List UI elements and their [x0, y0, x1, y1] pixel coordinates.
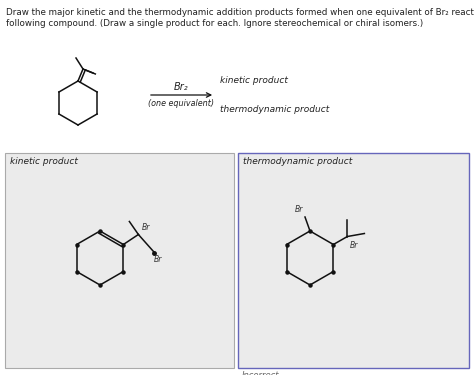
Bar — [5, 153, 234, 368]
Text: Br: Br — [154, 255, 162, 264]
Text: thermodynamic product: thermodynamic product — [220, 105, 329, 114]
Text: thermodynamic product: thermodynamic product — [243, 157, 352, 166]
Text: following compound. (Draw a single product for each. Ignore stereochemical or ch: following compound. (Draw a single produ… — [6, 19, 423, 28]
Text: Br: Br — [141, 224, 150, 232]
Text: kinetic product: kinetic product — [220, 76, 288, 85]
Text: Br₂: Br₂ — [174, 82, 189, 92]
Text: Br: Br — [295, 205, 303, 214]
Text: Br: Br — [349, 240, 358, 249]
Text: (one equivalent): (one equivalent) — [148, 99, 215, 108]
Bar — [238, 153, 469, 368]
Text: Draw the major kinetic and the thermodynamic addition products formed when one e: Draw the major kinetic and the thermodyn… — [6, 8, 474, 17]
Text: kinetic product: kinetic product — [10, 157, 78, 166]
Text: Incorrect: Incorrect — [242, 371, 280, 375]
